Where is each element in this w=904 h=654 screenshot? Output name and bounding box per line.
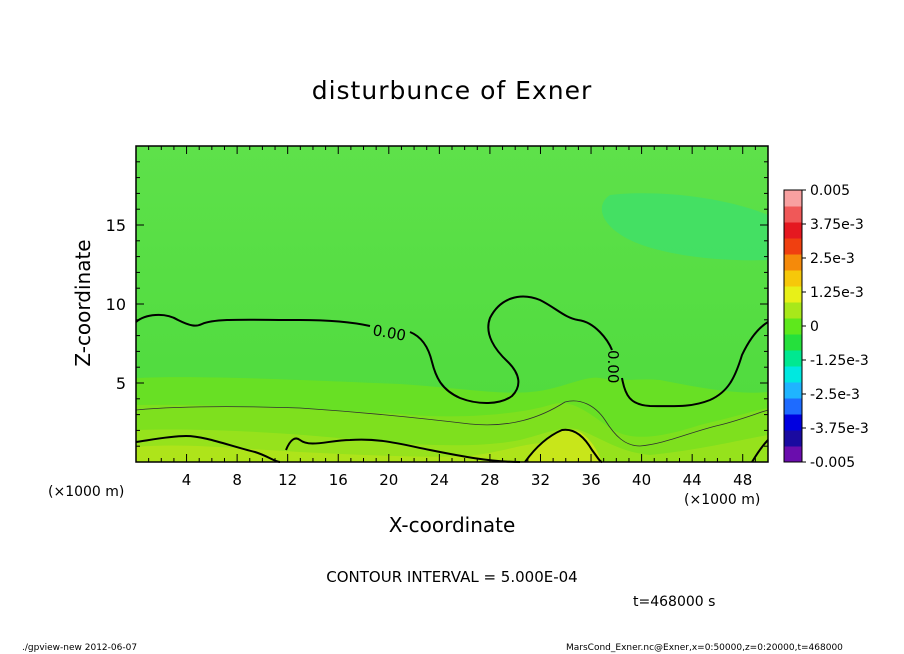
x-unit-label-right: (×1000 m) (684, 492, 761, 508)
y-axis-label: Z-coordinate (71, 239, 95, 367)
colorbar-swatch (784, 382, 802, 399)
colorbar-swatch (784, 414, 802, 431)
x-tick-label: 16 (329, 471, 348, 489)
x-tick-label: 28 (480, 471, 499, 489)
colorbar-swatch (784, 430, 802, 447)
x-unit-label-left: (×1000 m) (48, 484, 125, 500)
colorbar-swatch (784, 254, 802, 271)
colorbar-swatch (784, 238, 802, 255)
colorbar-swatch (784, 286, 802, 303)
x-tick-label: 48 (733, 471, 752, 489)
footer-left: ./gpview-new 2012-06-07 (22, 643, 138, 653)
x-tick-label: 4 (182, 471, 192, 489)
x-axis-label: X-coordinate (388, 513, 516, 537)
colorbar-label: 1.25e-3 (810, 285, 864, 301)
x-tick-label: 32 (531, 471, 550, 489)
colorbar-swatch (784, 398, 802, 415)
y-tick-label: 10 (106, 295, 126, 314)
x-tick-label: 12 (278, 471, 297, 489)
y-tick-label: 5 (116, 374, 126, 393)
colorbar-swatch (784, 318, 802, 335)
colorbar-label: 3.75e-3 (810, 217, 864, 233)
y-tick-label: 15 (106, 216, 126, 235)
x-tick-label: 24 (430, 471, 449, 489)
contour-label-2: 0.00 (604, 350, 622, 383)
zero-contour-upper (135, 295, 769, 408)
thin-contour (135, 400, 769, 447)
colorbar-label: -2.5e-3 (810, 387, 860, 403)
colorbar-swatch (784, 334, 802, 351)
x-tick-label: 44 (683, 471, 702, 489)
y-ticks: 5 10 15 (106, 161, 768, 447)
colorbar-swatch (784, 350, 802, 367)
zero-contour-lower (135, 428, 769, 463)
x-tick-label: 20 (379, 471, 398, 489)
colorbar-label: 0.005 (810, 183, 850, 199)
colorbar-swatch (784, 222, 802, 239)
field-band-4 (136, 442, 590, 462)
colorbar-label: 2.5e-3 (810, 251, 855, 267)
footer-right: MarsCond_Exner.nc@Exner,x=0:50000,z=0:20… (566, 643, 843, 653)
field-negative-region (601, 193, 768, 261)
colorbar-label: 0 (810, 319, 819, 335)
colorbar-label: -1.25e-3 (810, 353, 869, 369)
time-label: t=468000 s (633, 594, 716, 610)
x-tick-label: 36 (581, 471, 600, 489)
x-tick-label: 40 (632, 471, 651, 489)
colorbar-swatch (784, 446, 802, 463)
chart-title: disturbunce of Exner (311, 76, 593, 105)
colorbar-swatch (784, 190, 802, 207)
colorbar-swatch (784, 366, 802, 383)
x-tick-label: 8 (232, 471, 242, 489)
colorbar-swatch (784, 206, 802, 223)
contour-interval: CONTOUR INTERVAL = 5.000E-04 (326, 568, 578, 586)
colorbar-swatch (784, 302, 802, 319)
colorbar-label: -0.005 (810, 455, 855, 471)
colorbar: 0.005 3.75e-3 2.5e-3 1.25e-3 0 -1.25e-3 -2.5e-… (783, 183, 869, 471)
x-ticks: 4 8 12 16 20 24 28 32 36 40 44 48 (148, 146, 756, 489)
colorbar-label: -3.75e-3 (810, 421, 869, 437)
contour-label-1: 0.00 (371, 321, 407, 345)
colorbar-swatch (784, 270, 802, 287)
